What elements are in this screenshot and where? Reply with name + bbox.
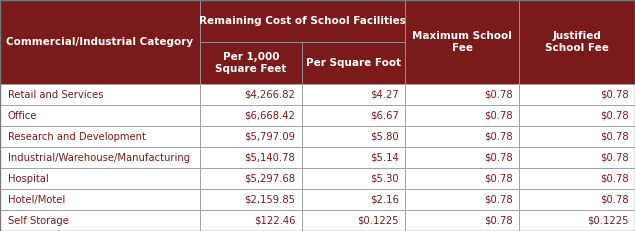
Bar <box>405 0 519 84</box>
Bar <box>200 147 302 168</box>
Bar <box>405 210 519 231</box>
Text: $0.78: $0.78 <box>485 173 513 183</box>
Bar <box>200 42 302 84</box>
Bar <box>519 105 635 126</box>
Bar <box>519 126 635 147</box>
Bar <box>519 0 635 84</box>
Bar <box>302 84 405 105</box>
Text: Self Storage: Self Storage <box>8 216 69 225</box>
Bar <box>519 168 635 189</box>
Text: Maximum School
Fee: Maximum School Fee <box>412 31 512 53</box>
Bar <box>302 42 405 84</box>
Text: $0.1225: $0.1225 <box>358 216 399 225</box>
Bar <box>200 105 302 126</box>
Text: $2.16: $2.16 <box>370 195 399 204</box>
Text: $5,797.09: $5,797.09 <box>244 131 295 142</box>
Text: Retail and Services: Retail and Services <box>8 89 103 100</box>
Text: $0.78: $0.78 <box>600 195 629 204</box>
Bar <box>302 189 405 210</box>
Bar <box>519 147 635 168</box>
Bar <box>519 189 635 210</box>
Text: $0.78: $0.78 <box>485 216 513 225</box>
Text: Office: Office <box>8 110 37 121</box>
Bar <box>405 147 519 168</box>
Text: $4,266.82: $4,266.82 <box>244 89 295 100</box>
Text: $0.78: $0.78 <box>485 89 513 100</box>
Bar <box>0 126 200 147</box>
Bar <box>200 168 302 189</box>
Bar <box>200 210 302 231</box>
Bar <box>405 84 519 105</box>
Text: $0.78: $0.78 <box>600 173 629 183</box>
Text: Research and Development: Research and Development <box>8 131 145 142</box>
Bar <box>0 168 200 189</box>
Text: Hotel/Motel: Hotel/Motel <box>8 195 65 204</box>
Bar <box>302 126 405 147</box>
Text: $5,140.78: $5,140.78 <box>244 152 295 162</box>
Bar <box>519 210 635 231</box>
Text: $0.78: $0.78 <box>600 89 629 100</box>
Bar <box>200 84 302 105</box>
Text: Hospital: Hospital <box>8 173 48 183</box>
Text: $5.80: $5.80 <box>370 131 399 142</box>
Bar <box>0 105 200 126</box>
Text: $0.78: $0.78 <box>485 195 513 204</box>
Bar <box>200 126 302 147</box>
Text: $5.30: $5.30 <box>370 173 399 183</box>
Text: Justified
School Fee: Justified School Fee <box>545 31 609 53</box>
Text: $5.14: $5.14 <box>370 152 399 162</box>
Text: $6,668.42: $6,668.42 <box>244 110 295 121</box>
Bar <box>519 84 635 105</box>
Bar <box>302 168 405 189</box>
Text: $6.67: $6.67 <box>370 110 399 121</box>
Text: $0.78: $0.78 <box>485 110 513 121</box>
Bar <box>200 189 302 210</box>
Text: Per 1,000
Square Feet: Per 1,000 Square Feet <box>215 52 286 74</box>
Bar <box>405 105 519 126</box>
Text: $5,297.68: $5,297.68 <box>244 173 295 183</box>
Text: Per Square Foot: Per Square Foot <box>306 58 401 68</box>
Text: Industrial/Warehouse/Manufacturing: Industrial/Warehouse/Manufacturing <box>8 152 190 162</box>
Text: Remaining Cost of School Facilities: Remaining Cost of School Facilities <box>199 16 406 26</box>
Text: $0.78: $0.78 <box>600 152 629 162</box>
Text: $0.78: $0.78 <box>600 131 629 142</box>
Bar <box>0 147 200 168</box>
Bar <box>302 105 405 126</box>
Bar <box>405 126 519 147</box>
Bar <box>302 210 405 231</box>
Bar <box>405 168 519 189</box>
Bar <box>0 84 200 105</box>
Text: $4.27: $4.27 <box>370 89 399 100</box>
Text: $2,159.85: $2,159.85 <box>244 195 295 204</box>
Bar <box>0 210 200 231</box>
Text: $122.46: $122.46 <box>254 216 295 225</box>
Text: $0.78: $0.78 <box>485 131 513 142</box>
Text: $0.78: $0.78 <box>485 152 513 162</box>
Text: Commercial/Industrial Category: Commercial/Industrial Category <box>6 37 194 47</box>
Bar <box>200 0 405 42</box>
Bar <box>302 147 405 168</box>
Bar <box>0 0 200 84</box>
Bar <box>405 189 519 210</box>
Text: $0.1225: $0.1225 <box>587 216 629 225</box>
Text: $0.78: $0.78 <box>600 110 629 121</box>
Bar <box>0 189 200 210</box>
